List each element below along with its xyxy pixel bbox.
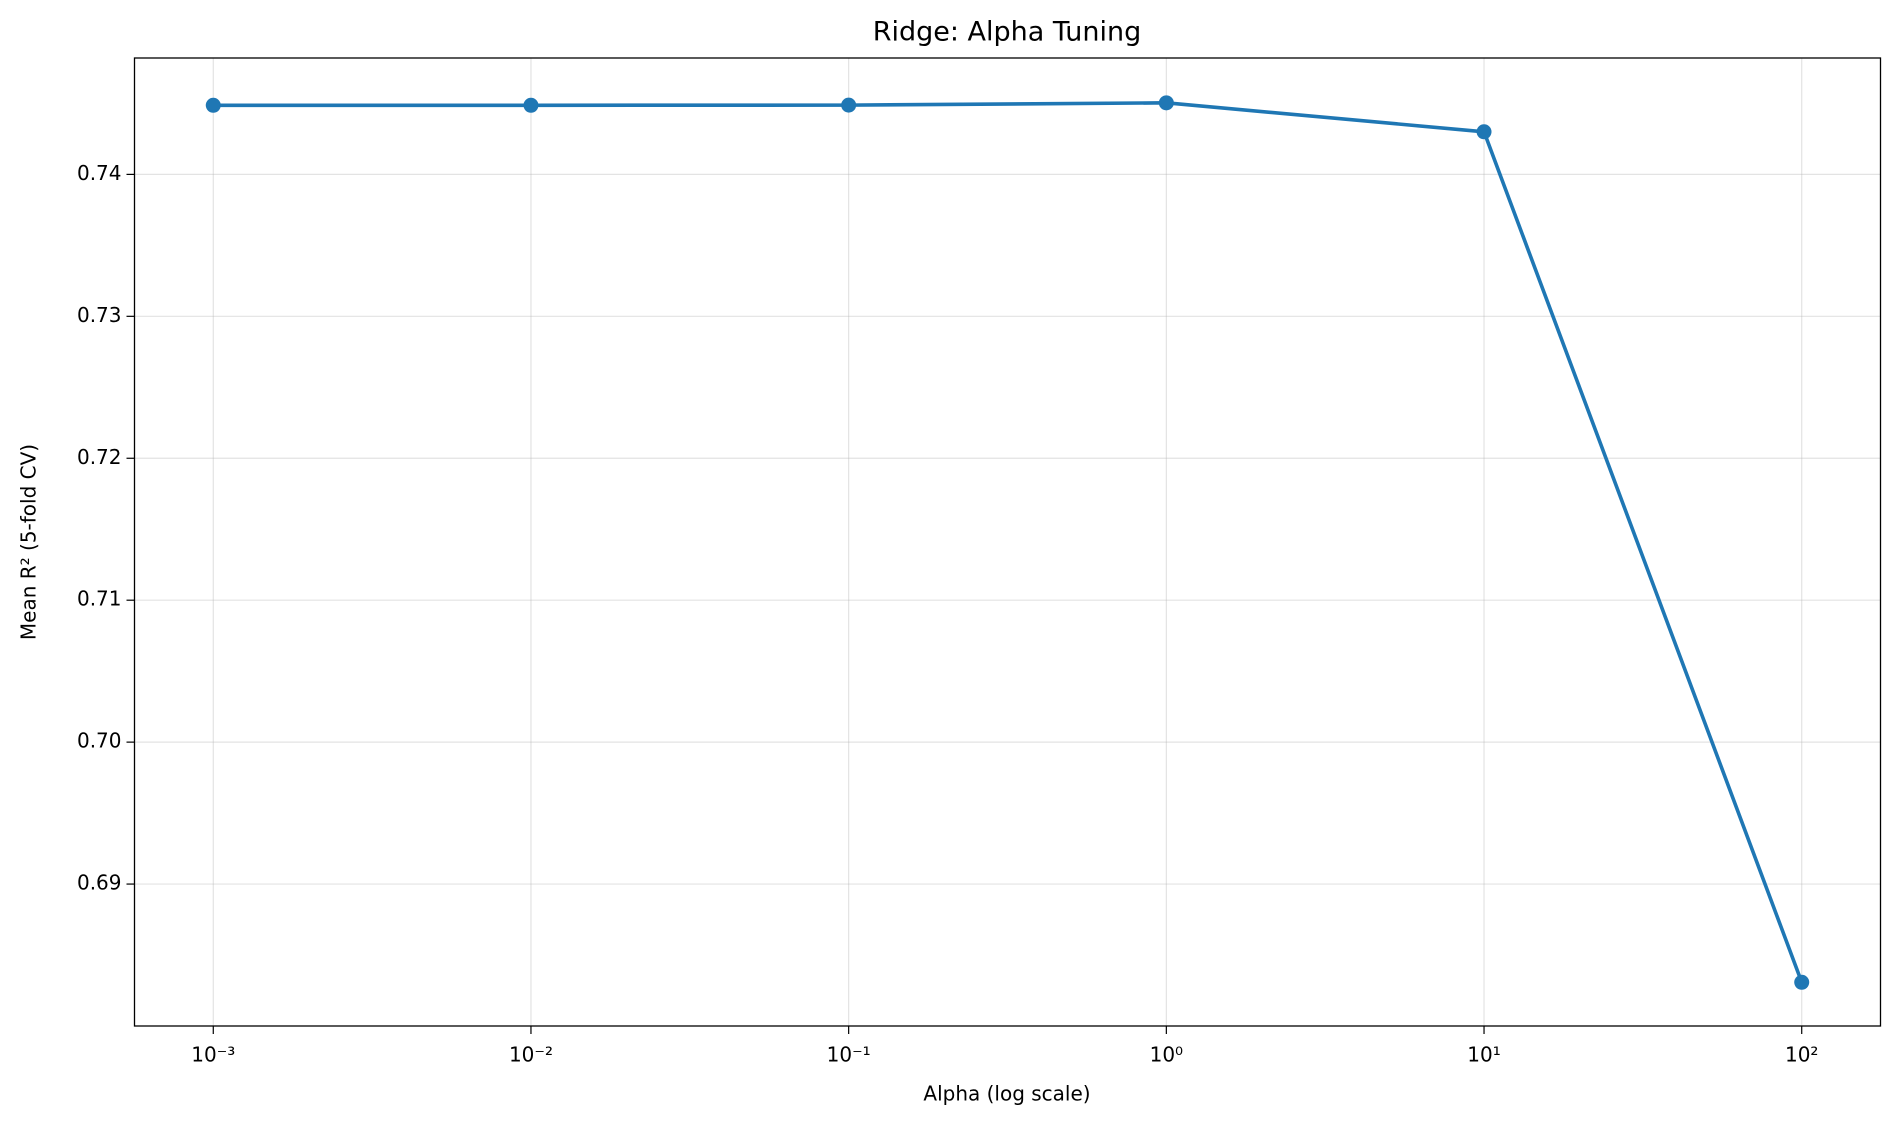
marker bbox=[205, 97, 221, 113]
line bbox=[213, 101, 1804, 983]
x-tick-label: 10⁻¹ bbox=[827, 1043, 871, 1067]
plot-frame bbox=[133, 57, 1882, 1027]
marker bbox=[523, 97, 539, 113]
y-tick-label: 0.73 bbox=[77, 303, 122, 327]
marker bbox=[1476, 124, 1492, 140]
marker bbox=[1158, 95, 1174, 111]
marker bbox=[841, 97, 857, 113]
chart-title: Ridge: Alpha Tuning bbox=[873, 17, 1142, 48]
x-tick-label: 10¹ bbox=[1467, 1043, 1500, 1067]
y-tick-label: 0.69 bbox=[77, 871, 122, 895]
x-tick-label: 10² bbox=[1785, 1043, 1818, 1067]
x-tick-label: 10⁻³ bbox=[191, 1043, 235, 1067]
y-tick-label: 0.70 bbox=[77, 729, 122, 753]
marker bbox=[1794, 974, 1810, 990]
x-tick-label: 10⁻² bbox=[509, 1043, 553, 1067]
y-tick-label: 0.74 bbox=[77, 161, 122, 185]
x-tick-label: 10⁰ bbox=[1150, 1043, 1183, 1067]
x-axis-label: Alpha (log scale) bbox=[923, 1082, 1090, 1106]
y-axis-label: Mean R² (5-fold CV) bbox=[17, 444, 41, 640]
y-tick-label: 0.72 bbox=[77, 445, 122, 469]
y-tick-label: 0.71 bbox=[77, 587, 122, 611]
